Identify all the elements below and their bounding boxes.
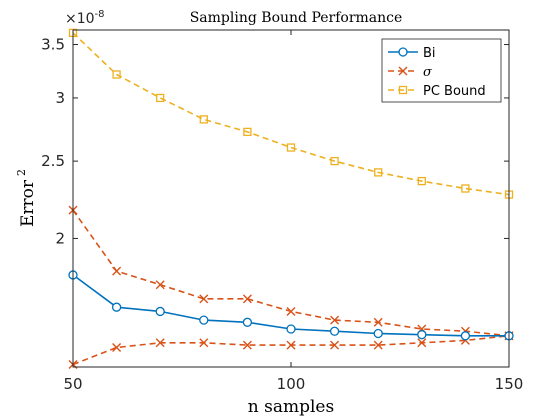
data-point	[199, 115, 208, 124]
tick-labels-group: 50 100 150 2 2.5 3 3.5	[41, 36, 523, 393]
data-point	[243, 127, 252, 137]
data-point	[112, 70, 121, 79]
legend-label: Bi	[423, 46, 436, 61]
data-point	[155, 306, 165, 317]
data-point	[286, 143, 296, 152]
data-point	[329, 326, 340, 336]
data-point	[374, 168, 383, 177]
x-tick-label: 150	[495, 375, 524, 393]
y-tick-label: 3	[55, 89, 65, 107]
data-point	[155, 280, 165, 290]
y-axis-title-sup: 2	[15, 169, 28, 176]
data-point	[286, 340, 296, 350]
data-point	[156, 93, 165, 103]
y-tick-label: 3.5	[41, 36, 65, 54]
axes-box	[72, 29, 510, 368]
data-point	[242, 294, 252, 304]
x-axis-title: n samples	[248, 397, 334, 417]
data-point	[286, 324, 296, 334]
data-point	[373, 317, 383, 327]
legend-marker	[398, 66, 408, 76]
data-point	[461, 184, 470, 193]
chart-title: Sampling Bound Performance	[190, 10, 403, 26]
y-tick-label: 2.5	[41, 152, 65, 170]
legend-marker	[398, 47, 408, 57]
data-point	[417, 338, 427, 348]
data-point	[112, 266, 122, 276]
data-point	[373, 328, 383, 339]
data-point	[330, 315, 340, 325]
legend-label: σ	[423, 65, 433, 80]
data-point	[155, 338, 165, 348]
x-tick-label: 100	[277, 375, 306, 393]
y-exponent-label: ×10-8	[65, 9, 105, 27]
series-3	[68, 28, 514, 199]
data-point	[330, 340, 340, 350]
data-point	[417, 330, 427, 340]
data-point	[286, 306, 296, 316]
data-point	[330, 156, 339, 166]
legend-marker	[398, 85, 408, 95]
series-0	[68, 270, 514, 341]
data-point	[199, 294, 209, 304]
data-point	[242, 317, 253, 327]
y-axis-title-base: Error	[18, 179, 38, 227]
legend: Bi σ PC Bound	[381, 38, 502, 103]
data-point	[373, 340, 383, 350]
data-point	[417, 176, 426, 186]
data-point	[460, 331, 471, 341]
x-tick-label: 50	[63, 375, 82, 393]
y-axis-title: Error 2	[15, 169, 38, 227]
data-point	[111, 302, 122, 312]
data-point	[112, 342, 122, 352]
y-tick-label: 2	[55, 229, 65, 247]
series-group	[68, 28, 514, 369]
ticks-group	[72, 30, 510, 367]
data-point	[242, 340, 252, 350]
data-point	[199, 315, 209, 325]
series-line	[72, 32, 510, 196]
data-point	[199, 338, 209, 348]
legend-label: PC Bound	[423, 84, 486, 99]
y-exponent-power: -8	[95, 9, 105, 20]
y-exponent-base: ×10	[65, 11, 95, 27]
